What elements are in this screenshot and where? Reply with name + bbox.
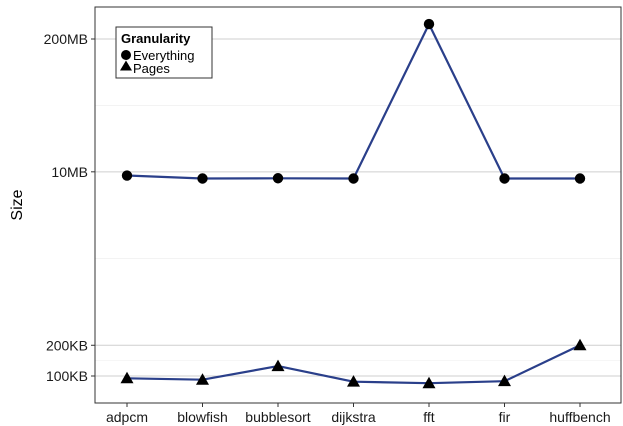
point-everything-adpcm [122, 170, 132, 180]
legend-title: Granularity [121, 31, 191, 46]
grid [95, 39, 621, 376]
x-tick-label-bubblesort: bubblesort [245, 409, 310, 425]
point-everything-fft [424, 19, 434, 29]
point-pages-bubblesort [272, 360, 285, 372]
x-tick-label-dijkstra: dijkstra [331, 409, 376, 425]
x-tick-label-huffbench: huffbench [549, 409, 610, 425]
point-everything-fir [499, 173, 509, 183]
legend-circle-marker [121, 50, 131, 60]
point-everything-blowfish [197, 173, 207, 183]
y-axis-title: Size [9, 189, 26, 220]
x-tick-label-adpcm: adpcm [106, 409, 148, 425]
legend-label-pages: Pages [133, 61, 170, 76]
point-everything-bubblesort [273, 173, 283, 183]
point-everything-dijkstra [348, 173, 358, 183]
legend: Granularity Everything Pages [116, 27, 212, 78]
x-axis: adpcm blowfish bubblesort dijkstra fft fir huf… [106, 403, 611, 425]
point-everything-huffbench [575, 173, 585, 183]
y-axis: 100KB 200KB 10MB 200MB [44, 31, 95, 384]
point-pages-huffbench [574, 339, 587, 351]
y-tick-label: 10MB [51, 164, 88, 180]
x-tick-label-fft: fft [423, 409, 435, 425]
x-tick-label-blowfish: blowfish [177, 409, 228, 425]
x-tick-label-fir: fir [499, 409, 511, 425]
y-tick-label: 100KB [46, 368, 88, 384]
y-tick-label: 200KB [46, 337, 88, 353]
y-tick-label: 200MB [44, 31, 88, 47]
